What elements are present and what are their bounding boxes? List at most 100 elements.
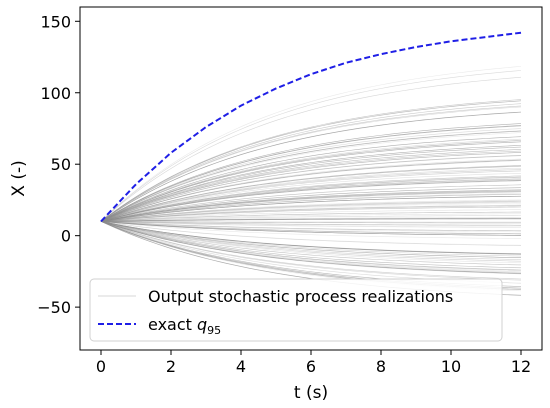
realization-line [100, 203, 522, 222]
realization-line [100, 125, 522, 222]
y-tick-label: 150 [40, 12, 71, 31]
realization-line [100, 201, 522, 222]
realization-line [100, 190, 522, 222]
realization-line [100, 221, 522, 274]
realization-line [100, 221, 522, 264]
realization-line [100, 159, 522, 222]
realization-line [100, 209, 522, 222]
realization-line [100, 221, 522, 280]
realization-line [100, 184, 522, 222]
realization-line [100, 103, 522, 222]
realization-line [100, 221, 522, 269]
realization-line [100, 221, 522, 266]
realization-line [100, 125, 522, 222]
realization-line [100, 187, 522, 222]
realization-line [100, 189, 522, 222]
realization-line [100, 221, 522, 235]
realization-line [100, 221, 522, 234]
realization-line [100, 106, 522, 222]
realization-line [100, 158, 522, 222]
realization-line [100, 202, 522, 222]
realization-line [100, 221, 522, 235]
realization-line [100, 176, 522, 222]
realization-line [100, 221, 522, 239]
realization-line [100, 191, 522, 222]
realization-line [100, 155, 522, 222]
realization-line [100, 170, 522, 222]
realization-line [100, 76, 522, 222]
realization-line [100, 172, 522, 222]
legend-label-q95-text: exact [148, 315, 197, 334]
x-tick-label: 4 [236, 357, 246, 376]
legend-box [89, 278, 503, 342]
realization-line [100, 221, 522, 232]
legend-label-q95-subscript: 95 [207, 324, 221, 337]
realization-line [100, 211, 522, 222]
realization-line [100, 141, 522, 222]
realization-line [100, 221, 522, 262]
x-axis-label: t (s) [294, 383, 328, 403]
y-tick-label: 50 [51, 155, 71, 174]
realization-line [100, 206, 522, 222]
x-tick-label: 6 [306, 357, 316, 376]
realization-line [100, 221, 522, 246]
realization-line [100, 221, 522, 281]
realization-line [100, 136, 522, 222]
realization-line [100, 221, 522, 272]
realization-line [100, 140, 522, 222]
realization-line [100, 193, 522, 222]
realization-line [100, 132, 522, 222]
realization-line [100, 130, 522, 222]
x-tick-label: 2 [166, 357, 176, 376]
realization-line [100, 177, 522, 222]
realization-line [100, 152, 522, 222]
legend-label-q95-symbol: q [197, 315, 207, 334]
realization-line [100, 221, 522, 280]
x-tick-label: 8 [376, 357, 386, 376]
realization-line [100, 218, 522, 222]
realization-line [100, 167, 522, 222]
realization-line [100, 145, 522, 222]
realization-line [100, 175, 522, 222]
realization-line [100, 100, 522, 222]
y-axis-ticks: −50 0 50 100 150 [37, 12, 80, 317]
realization-line [100, 200, 522, 222]
realization-line [100, 193, 522, 222]
realization-line [100, 105, 522, 222]
y-tick-label: 100 [40, 84, 71, 103]
realization-line [100, 217, 522, 222]
realization-line [100, 130, 522, 222]
realization-line [100, 215, 522, 222]
realization-line [100, 178, 522, 222]
legend: Output stochastic process realizations e… [89, 278, 503, 342]
y-tick-label: 0 [61, 227, 71, 246]
realization-line [100, 128, 522, 222]
realization-line [100, 160, 522, 222]
realization-line [100, 199, 522, 222]
realization-line [100, 221, 522, 246]
realization-line [100, 221, 522, 228]
legend-label-realizations: Output stochastic process realizations [148, 287, 453, 306]
legend-label-q95: exact q95 [148, 315, 221, 337]
realization-line [100, 99, 522, 222]
realization-line [100, 189, 522, 222]
realization-line [100, 213, 522, 222]
realization-line [100, 218, 522, 222]
realization-line [100, 190, 522, 222]
realization-line [100, 66, 522, 222]
realization-line [100, 221, 522, 224]
x-axis-ticks: 0 2 4 6 8 10 12 [96, 350, 531, 376]
realization-line [100, 155, 522, 222]
realization-line [100, 221, 522, 255]
realization-line [100, 123, 522, 222]
realization-line [100, 221, 522, 228]
realization-line [100, 190, 522, 222]
realization-line [100, 169, 522, 222]
realization-line [100, 221, 522, 274]
realization-line [100, 221, 522, 260]
realization-line [100, 149, 522, 222]
realization-line [100, 221, 521, 223]
realization-line [100, 221, 522, 259]
realization-line [100, 221, 522, 226]
